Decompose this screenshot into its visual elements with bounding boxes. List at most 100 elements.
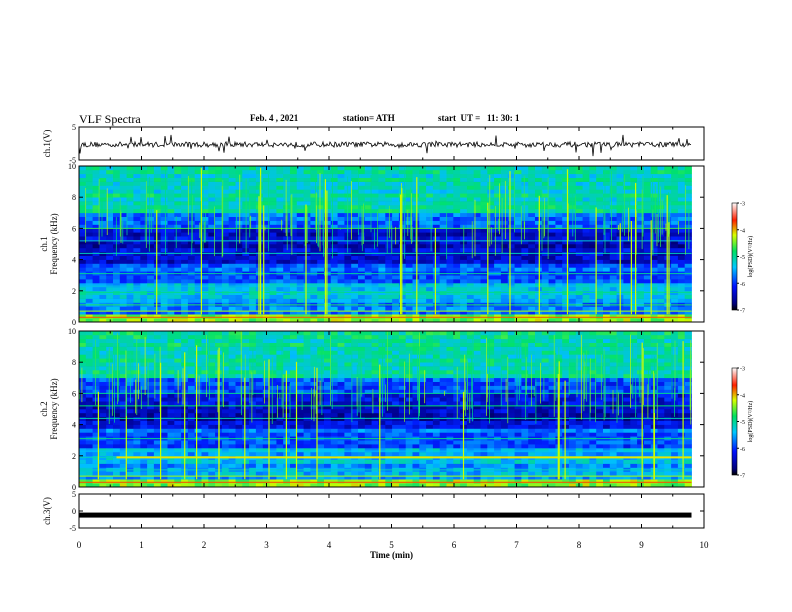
spectrogram-cell: [174, 255, 182, 260]
spectrogram-cell: [160, 290, 168, 295]
spectrogram-cell: [174, 444, 182, 449]
spectrogram-cell: [432, 318, 441, 323]
spectrogram-cell: [153, 177, 162, 182]
spectrogram-cell: [324, 306, 332, 311]
spectrogram-cell: [92, 377, 100, 382]
spectrogram-cell: [643, 244, 652, 249]
spectrogram-cell: [133, 224, 141, 229]
spectrogram-cell: [426, 197, 434, 202]
spectrogram-cell: [133, 306, 141, 311]
spectrogram-cell: [113, 393, 121, 398]
spectrogram-cell: [426, 283, 434, 288]
spectrogram-cell: [79, 220, 87, 225]
spectrogram-cell: [310, 224, 318, 229]
spectrogram-cell: [664, 216, 672, 221]
spectrogram-cell: [126, 216, 134, 221]
spectrogram-cell: [432, 177, 441, 182]
spectrogram-cell: [671, 205, 679, 210]
spectrogram-cell: [623, 228, 631, 233]
spectrogram-cell: [208, 173, 216, 178]
spectrogram-cell: [562, 306, 570, 311]
spectrogram-cell: [392, 212, 400, 217]
spectrogram-cell: [85, 177, 93, 182]
spectrogram-cell: [398, 177, 407, 182]
spectrogram-cell: [596, 247, 604, 253]
spectrogram-cell: [480, 197, 488, 202]
spectrogram-cell: [208, 298, 216, 303]
spectrogram-cell: [174, 236, 182, 241]
spectrogram-cell: [473, 220, 481, 225]
spectrogram-cell: [228, 416, 236, 421]
spectrogram-cell: [119, 205, 127, 210]
spectrogram-cell: [106, 193, 114, 198]
spectrogram-cell: [337, 318, 345, 323]
spectrogram-cell: [187, 397, 196, 402]
spectrogram-cell: [276, 314, 284, 319]
spectrogram-cell: [113, 444, 121, 449]
spectrogram-cell: [480, 310, 488, 315]
spectrogram-cell: [358, 247, 366, 253]
spectrogram-cell: [330, 244, 338, 249]
spectrogram-cell: [528, 181, 536, 186]
spectrogram-cell: [181, 181, 189, 186]
spectrogram-cell: [344, 310, 352, 315]
spectrogram-cell: [439, 185, 447, 190]
spectrogram-cell: [133, 275, 141, 280]
spectrogram-cell: [221, 409, 230, 414]
spectrogram-cell: [426, 208, 434, 214]
spectrogram-cell: [201, 334, 209, 340]
spectrogram-cell: [303, 181, 311, 186]
spectrogram-cell: [126, 428, 134, 433]
spectrogram-cell: [228, 463, 236, 468]
spectrogram-cell: [521, 220, 529, 225]
spectrogram-cell: [528, 286, 536, 292]
spectrogram-cell: [147, 370, 155, 375]
spectrogram-cell: [643, 201, 652, 206]
spectrogram-cell: [228, 370, 236, 375]
spectrogram-cell: [623, 205, 631, 210]
spectrogram-cell: [85, 405, 93, 410]
spectrogram-cell: [85, 389, 93, 394]
spectrogram-cell: [337, 251, 345, 256]
spectrogram-cell: [398, 205, 407, 210]
spectrogram-cell: [92, 444, 100, 449]
spectrogram-cell: [466, 205, 475, 210]
spectrogram-cell: [160, 475, 168, 480]
spectrogram-cell: [296, 193, 304, 198]
spectrogram-cell: [603, 220, 611, 225]
spectrogram-cell: [603, 193, 611, 198]
spectrogram-cell: [92, 393, 100, 398]
spectrogram-cell: [221, 331, 230, 336]
spectrogram-cell: [555, 263, 563, 268]
spectrogram-cell: [330, 185, 338, 190]
spectrogram-cell: [99, 350, 107, 355]
spectrogram-cell: [548, 294, 556, 299]
spectrogram-cell: [174, 463, 182, 468]
spectrogram-cell: [119, 432, 127, 437]
spectrogram-cell: [160, 298, 168, 303]
spectrogram-cell: [677, 205, 686, 210]
spectrogram-cell: [650, 298, 658, 303]
spectrogram-cell: [113, 428, 121, 433]
spectrogram-cell: [276, 247, 284, 253]
spectrogram-cell: [221, 334, 230, 340]
spectrogram-cell: [480, 232, 488, 237]
spectrogram-cell: [541, 181, 549, 186]
spectrogram-cell: [255, 389, 264, 394]
spectrogram-cell: [215, 166, 223, 171]
spectrogram-cell: [194, 393, 202, 398]
spectrogram-cell: [650, 247, 658, 253]
spectrogram-cell: [358, 208, 366, 214]
spectrogram-cell: [657, 290, 665, 295]
spectrogram-cell: [201, 377, 209, 382]
spectrogram-cell: [494, 232, 502, 237]
spectrogram-cell: [201, 232, 209, 237]
spectrogram-cell: [405, 314, 413, 319]
spectrogram-cell: [99, 459, 107, 464]
spectrogram-cell: [269, 275, 277, 280]
spectrogram-cell: [147, 409, 155, 414]
spectrogram-cell: [119, 236, 127, 241]
spectrogram-cell: [548, 201, 556, 206]
spectrogram-cell: [405, 185, 413, 190]
spectrogram-cell: [317, 244, 325, 249]
